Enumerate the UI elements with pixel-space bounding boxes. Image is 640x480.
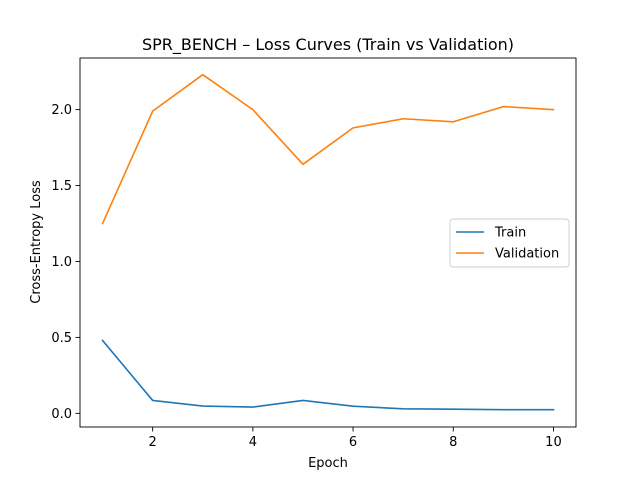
y-tick-label: 2.0 xyxy=(51,103,72,118)
x-tick-label: 10 xyxy=(545,435,562,450)
x-axis-label: Epoch xyxy=(308,456,348,471)
y-axis-label: Cross-Entropy Loss xyxy=(29,180,44,304)
y-tick-label: 0.5 xyxy=(51,331,72,346)
legend-label-validation: Validation xyxy=(495,247,559,262)
legend-box xyxy=(449,218,570,268)
x-tick-label: 4 xyxy=(249,435,257,450)
y-tick-label: 1.5 xyxy=(51,179,72,194)
series-line-train xyxy=(101,339,555,411)
chart-title: SPR_BENCH – Loss Curves (Train vs Valida… xyxy=(142,35,514,55)
x-tick-label: 6 xyxy=(349,435,357,450)
x-tick-label: 2 xyxy=(149,435,157,450)
y-tick-label: 1.0 xyxy=(51,255,72,270)
axes-frame xyxy=(79,57,577,428)
legend: Train Validation xyxy=(449,218,570,268)
x-tick-label: 8 xyxy=(449,435,457,450)
series-line-validation xyxy=(101,73,555,225)
y-tick-label: 0.0 xyxy=(51,407,72,422)
plot-area: 2 4 6 8 10 0.0 0.5 1.0 1.5 2.0 xyxy=(51,57,577,450)
legend-label-train: Train xyxy=(494,226,526,241)
